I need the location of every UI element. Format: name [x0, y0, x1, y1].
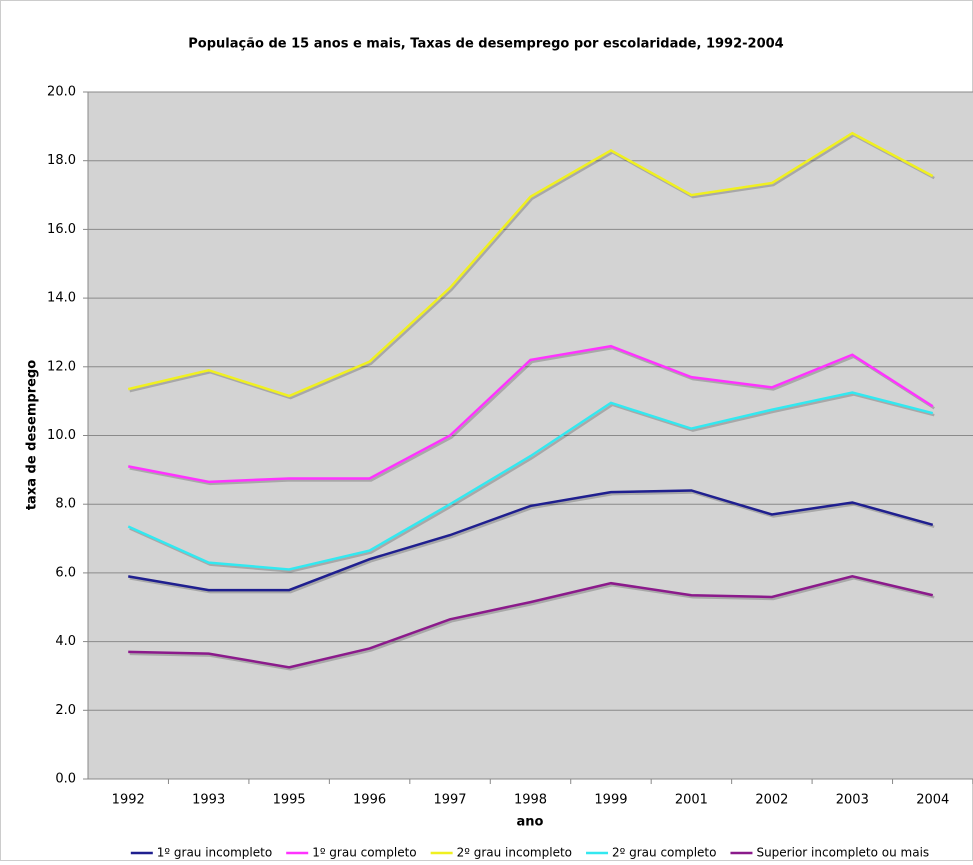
x-tick-label: 1996	[353, 793, 386, 808]
x-tick-label: 1997	[433, 793, 466, 808]
y-tick-label: 0.0	[55, 772, 76, 787]
y-tick-label: 8.0	[55, 497, 76, 512]
legend-label: 1º grau completo	[312, 846, 416, 860]
x-tick-label: 1999	[594, 793, 627, 808]
x-axis-label: ano	[517, 815, 544, 830]
y-tick-label: 16.0	[47, 222, 76, 237]
x-tick-label: 2001	[675, 793, 708, 808]
y-tick-label: 18.0	[47, 153, 76, 168]
y-tick-label: 2.0	[55, 703, 76, 718]
series-shadow	[129, 393, 935, 573]
y-tick-label: 4.0	[55, 634, 76, 649]
y-tick-label: 6.0	[55, 565, 76, 580]
x-tick-label: 1998	[514, 793, 547, 808]
series-shadow	[129, 491, 935, 594]
y-tick-label: 12.0	[47, 359, 76, 374]
legend-label: 1º grau incompleto	[157, 846, 272, 860]
series-line	[127, 131, 934, 398]
y-tick-label: 14.0	[47, 291, 76, 306]
legend-label: 2º grau completo	[612, 846, 716, 860]
legend-label: Superior incompleto ou mais	[756, 846, 929, 860]
series-shadow	[129, 133, 935, 400]
x-tick-label: 1993	[192, 793, 225, 808]
series-shadow	[129, 577, 935, 671]
x-tick-label: 1992	[112, 793, 145, 808]
series-shadow	[129, 346, 935, 486]
y-axis-label: taxa de desemprego	[25, 360, 40, 510]
x-tick-label: 2004	[916, 793, 949, 808]
y-tick-label: 20.0	[47, 85, 76, 100]
legend-label: 2º grau incompleto	[457, 846, 572, 860]
y-tick-label: 10.0	[47, 428, 76, 443]
x-tick-label: 1995	[273, 793, 306, 808]
series-line	[128, 489, 934, 592]
series-line	[128, 575, 934, 669]
x-tick-label: 2002	[755, 793, 788, 808]
series-line	[127, 391, 934, 571]
series-line	[127, 344, 934, 484]
x-tick-label: 2003	[836, 793, 869, 808]
chart-title: População de 15 anos e mais, Taxas de de…	[188, 37, 783, 52]
